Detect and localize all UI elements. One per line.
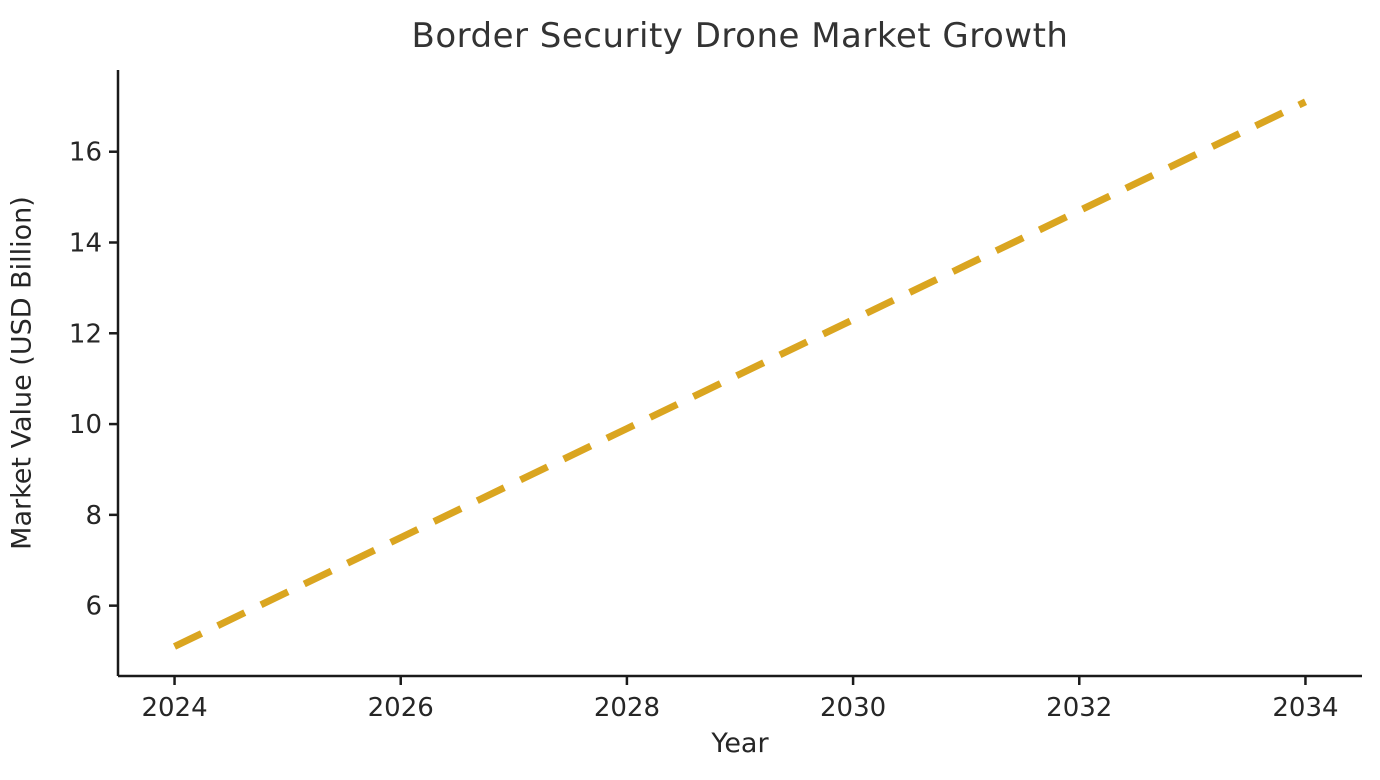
y-tick-label: 14	[69, 228, 102, 258]
x-tick-label: 2034	[1272, 693, 1338, 723]
y-tick-label: 6	[85, 592, 102, 622]
y-axis-label: Market Value (USD Billion)	[6, 196, 38, 550]
x-axis-label: Year	[711, 728, 769, 759]
chart-title: Border Security Drone Market Growth	[411, 16, 1069, 56]
y-tick-label: 8	[85, 501, 102, 531]
x-tick-label: 2028	[594, 693, 660, 723]
trend-line	[172, 98, 1308, 650]
y-tick-label: 10	[69, 410, 102, 440]
x-tick-label: 2024	[141, 693, 207, 723]
x-tick-label: 2032	[1046, 693, 1112, 723]
y-tick-label: 16	[69, 138, 102, 168]
y-tick-label: 12	[69, 319, 102, 349]
x-tick-label: 2030	[820, 693, 886, 723]
x-tick-label: 2026	[368, 693, 434, 723]
